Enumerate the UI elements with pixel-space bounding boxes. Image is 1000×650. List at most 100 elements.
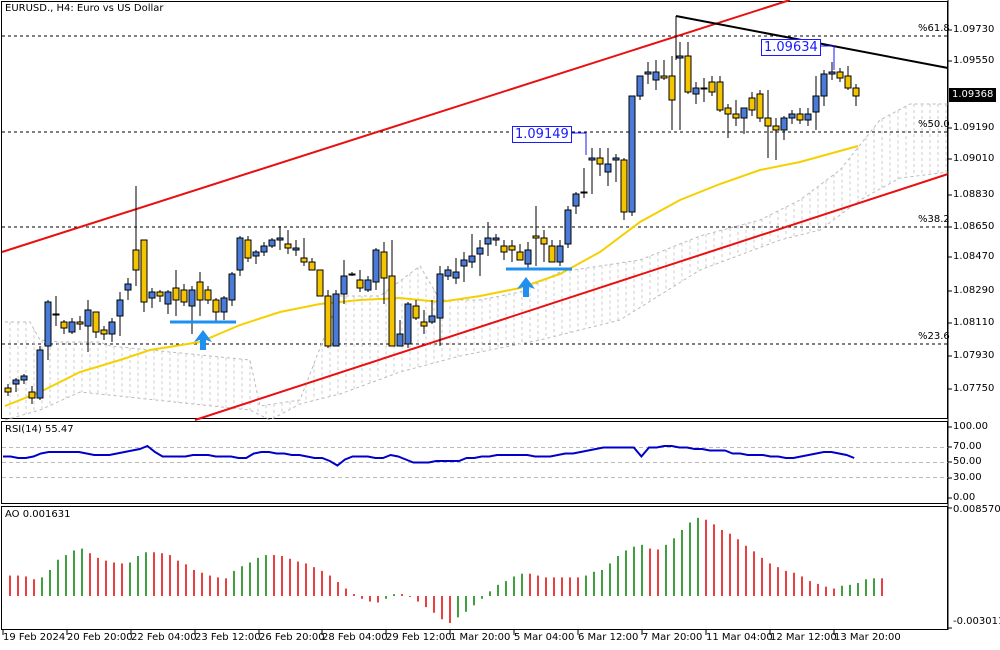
bear-candle xyxy=(532,235,540,239)
bear-candle xyxy=(180,289,188,303)
bull-candle xyxy=(188,289,196,307)
price-tick-label: 1.08110 xyxy=(953,317,995,328)
time-tick-label: 23 Feb 12:00 xyxy=(195,632,261,643)
price-tick-label: 1.09010 xyxy=(953,153,995,164)
bear-candle xyxy=(708,81,716,93)
channel-lower-line xyxy=(194,173,949,421)
ao-title: AO 0.001631 xyxy=(5,509,71,520)
bear-candle xyxy=(836,71,844,79)
price-tick-label: 1.08290 xyxy=(953,285,995,296)
time-tick-label: 11 Mar 04:00 xyxy=(706,632,773,643)
bull-candle xyxy=(148,291,156,299)
bear-candle xyxy=(52,313,60,316)
rsi-tick-label: 0.00 xyxy=(953,492,976,503)
channel-upper-line xyxy=(1,0,791,253)
time-tick-label: 13 Mar 20:00 xyxy=(834,632,901,643)
bear-candle xyxy=(300,257,308,263)
bull-candle xyxy=(332,293,340,347)
bear-candle xyxy=(92,311,100,333)
rsi-tick-label: 50.00 xyxy=(953,456,982,467)
fib-label: %23.6 xyxy=(918,331,950,342)
bull-candle xyxy=(476,247,484,255)
time-tick-label: 1 Mar 20:00 xyxy=(450,632,511,643)
bear-candle xyxy=(76,321,84,325)
chart-title: EURUSD., H4: Euro vs US Dollar xyxy=(5,3,164,14)
bull-candle xyxy=(644,71,652,75)
bull-candle xyxy=(108,321,116,335)
bear-candle xyxy=(516,251,524,261)
bear-candle xyxy=(596,157,604,165)
bull-candle xyxy=(676,55,684,59)
time-tick-label: 5 Mar 04:00 xyxy=(514,632,575,643)
bull-candle xyxy=(276,237,284,241)
price-tick-label: 1.08470 xyxy=(953,251,995,262)
time-tick-label: 26 Feb 20:00 xyxy=(259,632,325,643)
bull-candle xyxy=(44,301,52,347)
bear-candle xyxy=(412,305,420,319)
bear-candle xyxy=(844,75,852,89)
bull-candle xyxy=(228,273,236,301)
swing-low-label[interactable]: 1.09149 xyxy=(512,126,572,143)
bull-candle xyxy=(84,309,92,327)
bull-candle xyxy=(340,275,348,295)
bull-candle xyxy=(692,87,700,95)
bull-candle xyxy=(396,333,404,347)
bear-candle xyxy=(380,251,388,279)
fib-label: %50.0 xyxy=(918,119,950,130)
time-tick-label: 28 Feb 04:00 xyxy=(322,632,388,643)
bear-candle xyxy=(580,191,588,194)
price-tick-label: 1.07930 xyxy=(953,350,995,361)
bull-candle xyxy=(68,321,76,333)
ao-tick-label: 0.008570 xyxy=(953,504,1000,515)
bear-candle xyxy=(308,261,316,271)
bull-candle xyxy=(36,349,44,399)
bull-candle xyxy=(164,291,172,305)
bear-candle xyxy=(508,245,516,251)
bull-candle xyxy=(804,113,812,121)
rsi-tick-label: 100.00 xyxy=(953,421,988,432)
bear-candle xyxy=(28,391,36,399)
bull-candle xyxy=(484,237,492,245)
bear-candle xyxy=(620,159,628,213)
price-tick-label: 1.09190 xyxy=(953,122,995,133)
bull-candle xyxy=(260,245,268,253)
bear-candle xyxy=(156,291,164,297)
time-tick-label: 7 Mar 20:00 xyxy=(642,632,703,643)
bear-candle xyxy=(540,237,548,245)
bull-candle xyxy=(636,75,644,97)
bear-candle xyxy=(204,289,212,301)
bull-candle xyxy=(436,273,444,319)
swing-high-label[interactable]: 1.09634 xyxy=(761,39,821,56)
bull-candle xyxy=(828,71,836,75)
bear-candle xyxy=(500,245,508,253)
bear-candle xyxy=(684,55,692,93)
bull-candle xyxy=(812,95,820,113)
price-tick-label: 1.08830 xyxy=(953,189,995,200)
bear-candle xyxy=(244,239,252,259)
time-tick-label: 22 Feb 04:00 xyxy=(131,632,197,643)
bear-candle xyxy=(796,113,804,121)
bull-candle xyxy=(404,303,412,345)
bull-candle xyxy=(452,271,460,279)
time-tick-label: 6 Mar 12:00 xyxy=(578,632,639,643)
bear-candle xyxy=(316,269,324,297)
bear-candle xyxy=(388,275,396,347)
main-pane xyxy=(1,1,948,419)
current-price-tag: 1.09368 xyxy=(949,88,996,102)
time-tick-label: 29 Feb 12:00 xyxy=(386,632,452,643)
price-tick-label: 1.08650 xyxy=(953,221,995,232)
price-tick-label: 1.09730 xyxy=(953,24,995,35)
bear-candle xyxy=(732,113,740,119)
rsi-title: RSI(14) 55.47 xyxy=(5,424,74,435)
buy-arrow-icon xyxy=(517,277,535,297)
bear-candle xyxy=(724,107,732,115)
bull-candle xyxy=(612,157,620,161)
bear-candle xyxy=(668,75,676,101)
bull-candle xyxy=(252,251,260,257)
bull-candle xyxy=(444,269,452,277)
bull-candle xyxy=(292,247,300,251)
bull-candle xyxy=(364,279,372,291)
fib-label: %61.8 xyxy=(918,23,950,34)
bull-candle xyxy=(588,157,596,161)
